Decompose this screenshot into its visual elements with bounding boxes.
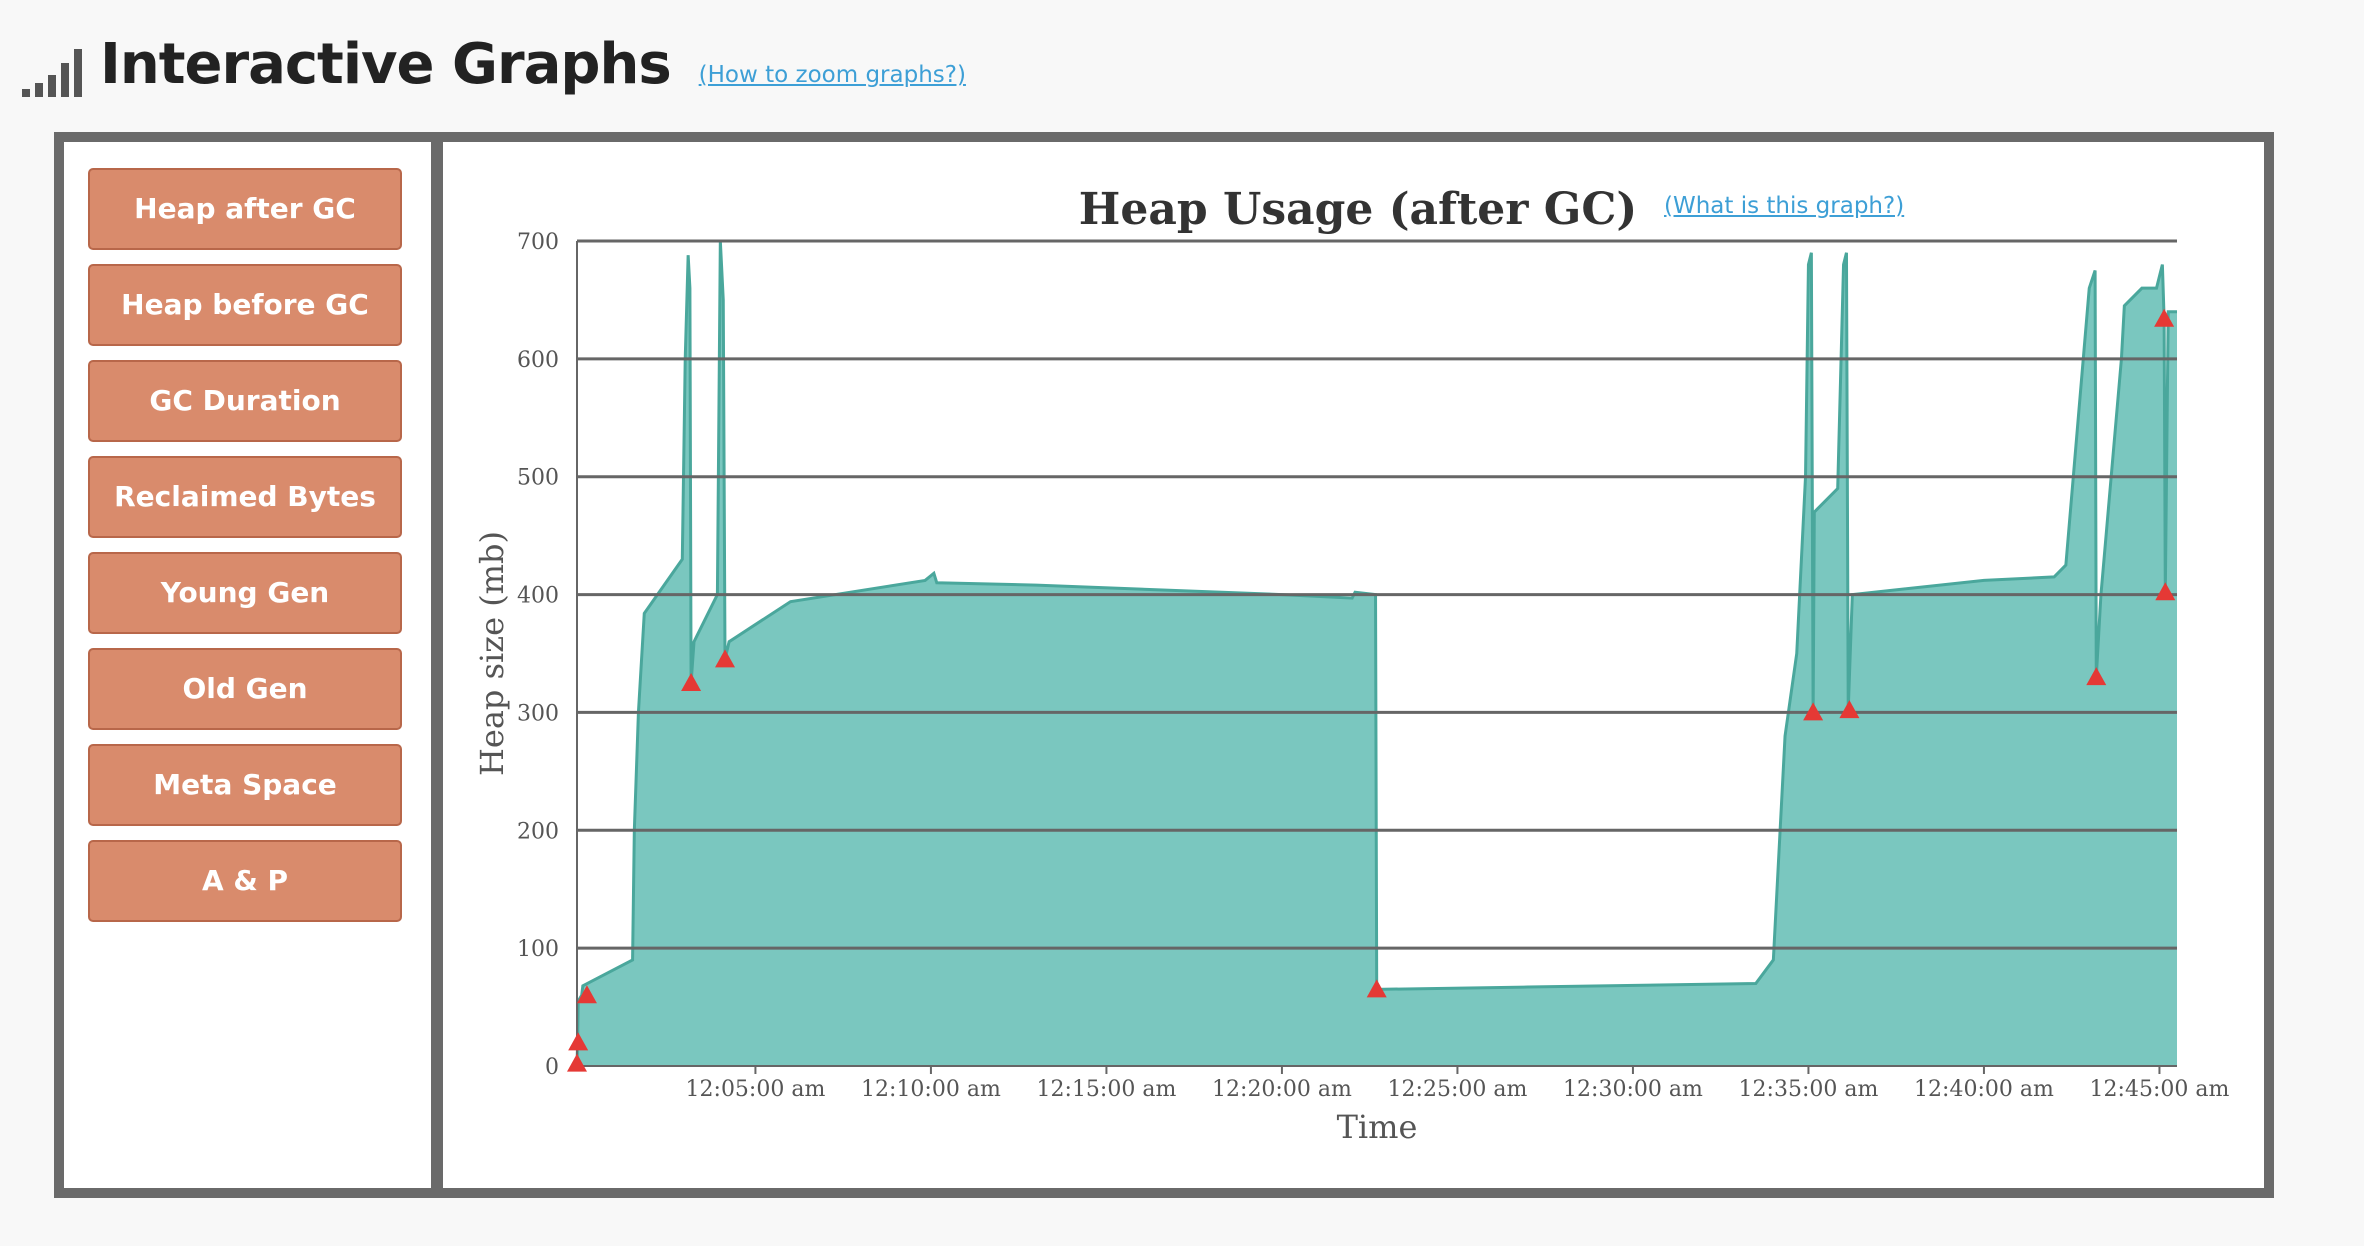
chart-title: Heap Usage (after GC) <box>1078 184 1638 235</box>
gc-event-marker <box>1803 702 1824 721</box>
y-tick-label: 100 <box>517 937 559 962</box>
y-tick-label: 300 <box>517 701 559 726</box>
heap-after-gc-button[interactable]: Heap after GC <box>88 168 402 250</box>
graphs-frame: Heap after GC Heap before GC GC Duration… <box>54 132 2274 1198</box>
gc-event-marker <box>1366 979 1387 998</box>
y-tick-label: 500 <box>517 466 559 491</box>
gc-event-marker <box>2155 582 2176 601</box>
x-tick-label: 12:20:00 am <box>1212 1077 1352 1102</box>
x-tick-label: 12:45:00 am <box>2090 1077 2230 1102</box>
panel-divider <box>431 142 443 1188</box>
gc-duration-button[interactable]: GC Duration <box>88 360 402 442</box>
x-tick-label: 12:05:00 am <box>686 1077 826 1102</box>
meta-space-button[interactable]: Meta Space <box>88 744 402 826</box>
y-axis-title: Heap size (mb) <box>473 531 511 776</box>
x-tick-label: 12:30:00 am <box>1563 1077 1703 1102</box>
how-to-zoom-link[interactable]: (How to zoom graphs?) <box>698 62 966 88</box>
y-tick-label: 600 <box>517 348 559 373</box>
old-gen-button[interactable]: Old Gen <box>88 648 402 730</box>
graph-selector-panel: Heap after GC Heap before GC GC Duration… <box>88 168 402 936</box>
reclaimed-bytes-button[interactable]: Reclaimed Bytes <box>88 456 402 538</box>
gc-event-marker <box>2086 667 2107 686</box>
y-tick-label: 0 <box>545 1055 559 1080</box>
x-tick-label: 12:25:00 am <box>1388 1077 1528 1102</box>
x-tick-label: 12:35:00 am <box>1739 1077 1879 1102</box>
a-and-p-button[interactable]: A & P <box>88 840 402 922</box>
chart-title-row: Heap Usage (after GC) <box>465 184 2251 235</box>
gc-event-marker <box>576 985 597 1004</box>
y-tick-label: 400 <box>517 584 559 609</box>
x-tick-label: 12:40:00 am <box>1914 1077 2054 1102</box>
x-axis-title: Time <box>1337 1108 1418 1146</box>
x-tick-label: 12:15:00 am <box>1037 1077 1177 1102</box>
gc-event-marker <box>1839 700 1860 719</box>
gc-event-marker <box>681 672 702 691</box>
page-header: Interactive Graphs (How to zoom graphs?) <box>22 24 966 104</box>
what-is-this-graph-link[interactable]: (What is this graph?) <box>1664 193 1905 219</box>
young-gen-button[interactable]: Young Gen <box>88 552 402 634</box>
gc-event-marker <box>567 1053 587 1072</box>
gc-event-marker <box>2154 308 2175 327</box>
y-tick-label: 200 <box>517 819 559 844</box>
signal-bars-icon <box>22 45 82 97</box>
series-area <box>577 241 2177 1066</box>
page-title: Interactive Graphs <box>100 31 672 97</box>
y-tick-label: 700 <box>517 230 559 255</box>
gc-event-marker <box>715 649 736 668</box>
gc-event-marker <box>568 1032 589 1051</box>
heap-usage-chart[interactable]: 0 100 200 300 400 500 600 700 12:05:00 am 12:10:0… <box>465 166 2251 1162</box>
chart-area: Heap Usage (after GC) (What is this grap… <box>465 166 2251 1162</box>
x-tick-label: 12:10:00 am <box>861 1077 1001 1102</box>
heap-before-gc-button[interactable]: Heap before GC <box>88 264 402 346</box>
